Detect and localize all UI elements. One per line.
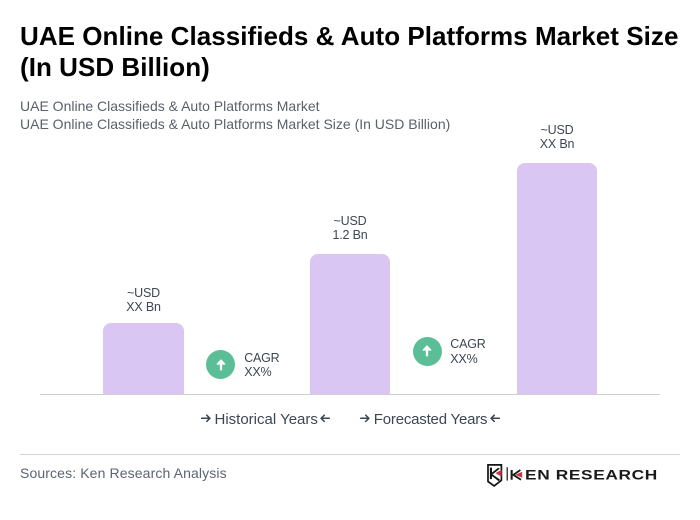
svg-text:EN RESEARCH: EN RESEARCH (525, 468, 658, 483)
